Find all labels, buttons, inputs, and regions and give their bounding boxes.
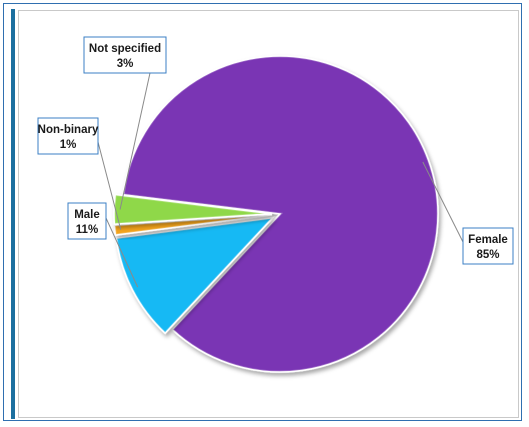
left-accent-bar (11, 9, 15, 419)
data-label-category: Male (74, 209, 100, 221)
pie-slice-bevel (121, 54, 440, 374)
leader-line (105, 217, 139, 288)
pie-slice-bevel (112, 213, 273, 237)
leader-line (119, 72, 151, 210)
pie-slices (112, 54, 440, 374)
data-label-category: Female (468, 234, 508, 246)
data-label-callouts: Female 85% Male 11% Non-binary 1% Not specifie… (37, 36, 514, 288)
data-label-category: Not specified (89, 43, 161, 55)
leader-line (422, 161, 464, 243)
data-label-value: 3% (117, 58, 134, 70)
callout-box (83, 36, 167, 74)
callout-box (37, 117, 99, 155)
data-label-category: Non-binary (38, 124, 99, 136)
callout-box (462, 227, 514, 265)
pie-slice-non-binary (113, 214, 273, 236)
data-label-value: 1% (60, 139, 77, 151)
pie-slice-female (122, 55, 439, 373)
pie-slice-not-specified (113, 193, 273, 226)
plot-area-border (18, 10, 519, 418)
pie-slice-bevel (112, 192, 273, 226)
callout-box (67, 202, 107, 240)
data-label-value: 85% (476, 249, 499, 261)
leader-line (97, 141, 122, 230)
data-label-value: 11% (76, 224, 98, 236)
